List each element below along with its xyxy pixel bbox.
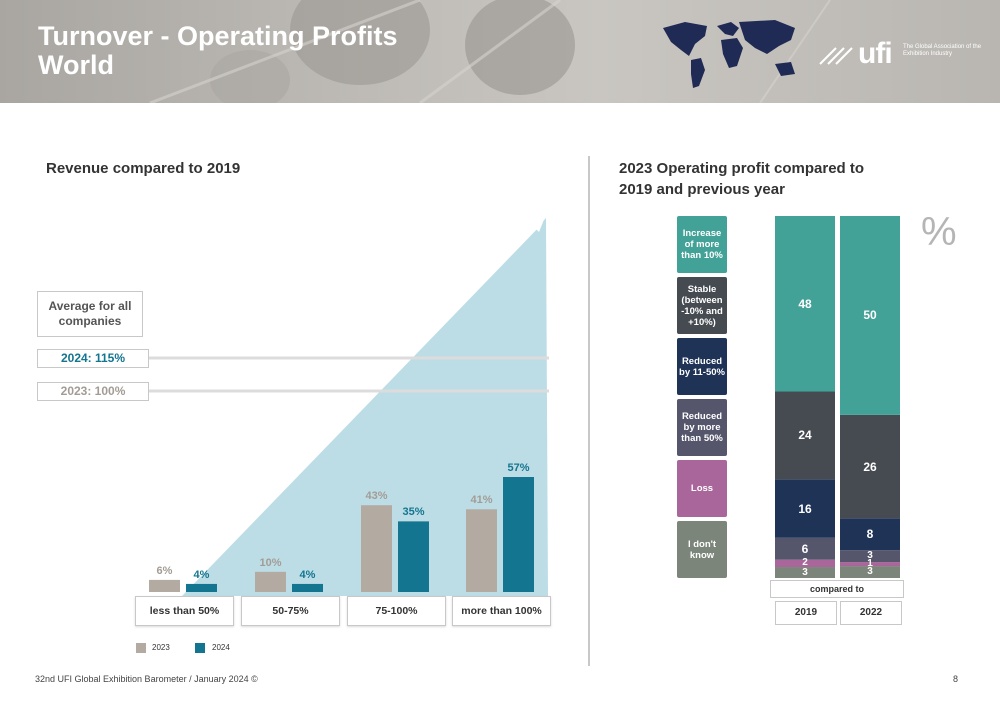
bar-2024-75-100: [398, 521, 429, 592]
bar-2024-less-than-50: [186, 583, 217, 592]
bar-label-2023-more-than-100: 41%: [470, 494, 493, 507]
revenue-bar-chart: [148, 217, 549, 598]
segment-2022-reduced-by-11-50: [840, 518, 900, 551]
segment-2019-loss: [775, 559, 835, 568]
bar-2023-75-100: [361, 505, 392, 592]
segment-2022-reduced-by-more-than-50: [840, 550, 900, 563]
header-background-art: [149, 0, 831, 103]
segment-2019-stable-between-10-and-10: [775, 391, 835, 480]
world-map-icon: [663, 20, 795, 88]
profit-heading-line1: 2023 Operating profit compared to: [619, 160, 865, 177]
header-banner: Turnover - Operating Profits World ufi T…: [0, 0, 1000, 103]
segment-label-2019-stable-between-10-and-10: 24: [798, 428, 812, 443]
segment-label-2022-stable-between-10-and-10: 26: [863, 459, 877, 474]
avg-2024-box: 2024: 115%: [37, 349, 149, 368]
legend-reduced-by-11-50: Reduced by 11-50%: [677, 338, 727, 395]
bar-2024-more-than-100: [503, 477, 534, 592]
profit-heading-line2: 2019 and previous year: [619, 181, 785, 198]
segment-2022-i-don-t-know: [840, 566, 900, 578]
segment-2019-increase-of-more-than-10: [775, 216, 835, 392]
page-title-line1: Turnover - Operating Profits: [38, 21, 398, 51]
segment-2022-loss: [840, 562, 900, 567]
segment-label-2022-reduced-by-11-50: 8: [866, 527, 874, 542]
bar-label-2023-less-than-50: 6%: [156, 564, 173, 577]
legend-2024-label: 2024: [212, 643, 230, 652]
ufi-logo-tagline: The Global Association of the Exhibition…: [903, 44, 982, 57]
legend-2024-swatch: [195, 643, 205, 653]
bar-2023-more-than-100: [466, 509, 497, 592]
segment-2019-reduced-by-more-than-50: [775, 537, 835, 560]
segment-label-2019-reduced-by-more-than-50: 6: [801, 541, 809, 556]
percent-symbol: %: [921, 210, 957, 254]
average-label-text: Average for all companies: [48, 299, 132, 328]
footer-source: 32nd UFI Global Exhibition Barometer / J…: [35, 674, 258, 684]
legend-2023-label: 2023: [152, 643, 170, 652]
avg-2023-box: 2023: 100%: [37, 382, 149, 401]
legend-2023-swatch: [136, 643, 146, 653]
category-label-more-than-100: more than 100%: [452, 596, 551, 626]
segment-2022-increase-of-more-than-10: [840, 216, 900, 415]
revenue-chart-heading: Revenue compared to 2019: [46, 160, 241, 177]
bar-2024-50-75: [292, 583, 323, 592]
legend-loss: Loss: [677, 460, 727, 517]
bar-label-2023-50-75: 10%: [259, 556, 282, 569]
segment-label-2022-reduced-by-more-than-50: 3: [867, 550, 873, 562]
category-label-50-75: 50-75%: [241, 596, 340, 626]
bar-label-2023-75-100: 43%: [365, 490, 388, 503]
segment-2019-i-don-t-know: [775, 567, 835, 578]
average-label-box: Average for all companies: [37, 291, 143, 337]
category-label-75-100: 75-100%: [347, 596, 446, 626]
page-title: Turnover - Operating Profits World: [38, 22, 398, 80]
ufi-logo-mark-icon: [819, 47, 853, 65]
segment-2022-stable-between-10-and-10: [840, 414, 900, 519]
bar-label-2024-50-75: 4%: [299, 568, 316, 581]
ufi-logo-word: ufi: [858, 37, 893, 70]
page-title-line2: World: [38, 50, 114, 80]
legend-i-don-t-know: I don't know: [677, 521, 727, 578]
compared-to-box: compared to: [770, 580, 904, 598]
segment-label-2019-i-don-t-know: 3: [802, 566, 808, 578]
profit-chart-heading: 2023 Operating profit compared to 2019 a…: [619, 158, 864, 200]
segment-2019-reduced-by-11-50: [775, 479, 835, 538]
segment-label-2022-increase-of-more-than-10: 50: [863, 308, 877, 323]
segment-label-2019-loss: 2: [802, 557, 808, 569]
growth-arrow: [178, 224, 540, 598]
bar-2023-50-75: [255, 571, 286, 592]
segment-label-2022-loss: 1: [867, 558, 873, 570]
panel-divider: [588, 156, 590, 666]
segment-label-2022-i-don-t-know: 3: [867, 566, 873, 578]
page-number: 8: [953, 674, 959, 684]
bar-label-2024-less-than-50: 4%: [193, 568, 210, 581]
bar-label-2024-75-100: 35%: [402, 506, 425, 519]
legend-reduced-by-more-than-50: Reduced by more than 50%: [677, 399, 727, 456]
segment-label-2019-reduced-by-11-50: 16: [798, 501, 812, 516]
year-label-2019: 2019: [775, 601, 837, 625]
segment-label-2019-increase-of-more-than-10: 48: [798, 296, 812, 311]
profit-stacked-chart: [775, 216, 900, 578]
category-label-less-than-50: less than 50%: [135, 596, 234, 626]
bar-label-2024-more-than-100: 57%: [507, 462, 530, 474]
legend-stable-between-10-and-10: Stable (between -10% and +10%): [677, 277, 727, 334]
growth-arrow-head: [531, 217, 545, 232]
legend-increase-of-more-than-10: Increase of more than 10%: [677, 216, 727, 273]
bar-2023-less-than-50: [149, 579, 180, 592]
year-label-2022: 2022: [840, 601, 902, 625]
